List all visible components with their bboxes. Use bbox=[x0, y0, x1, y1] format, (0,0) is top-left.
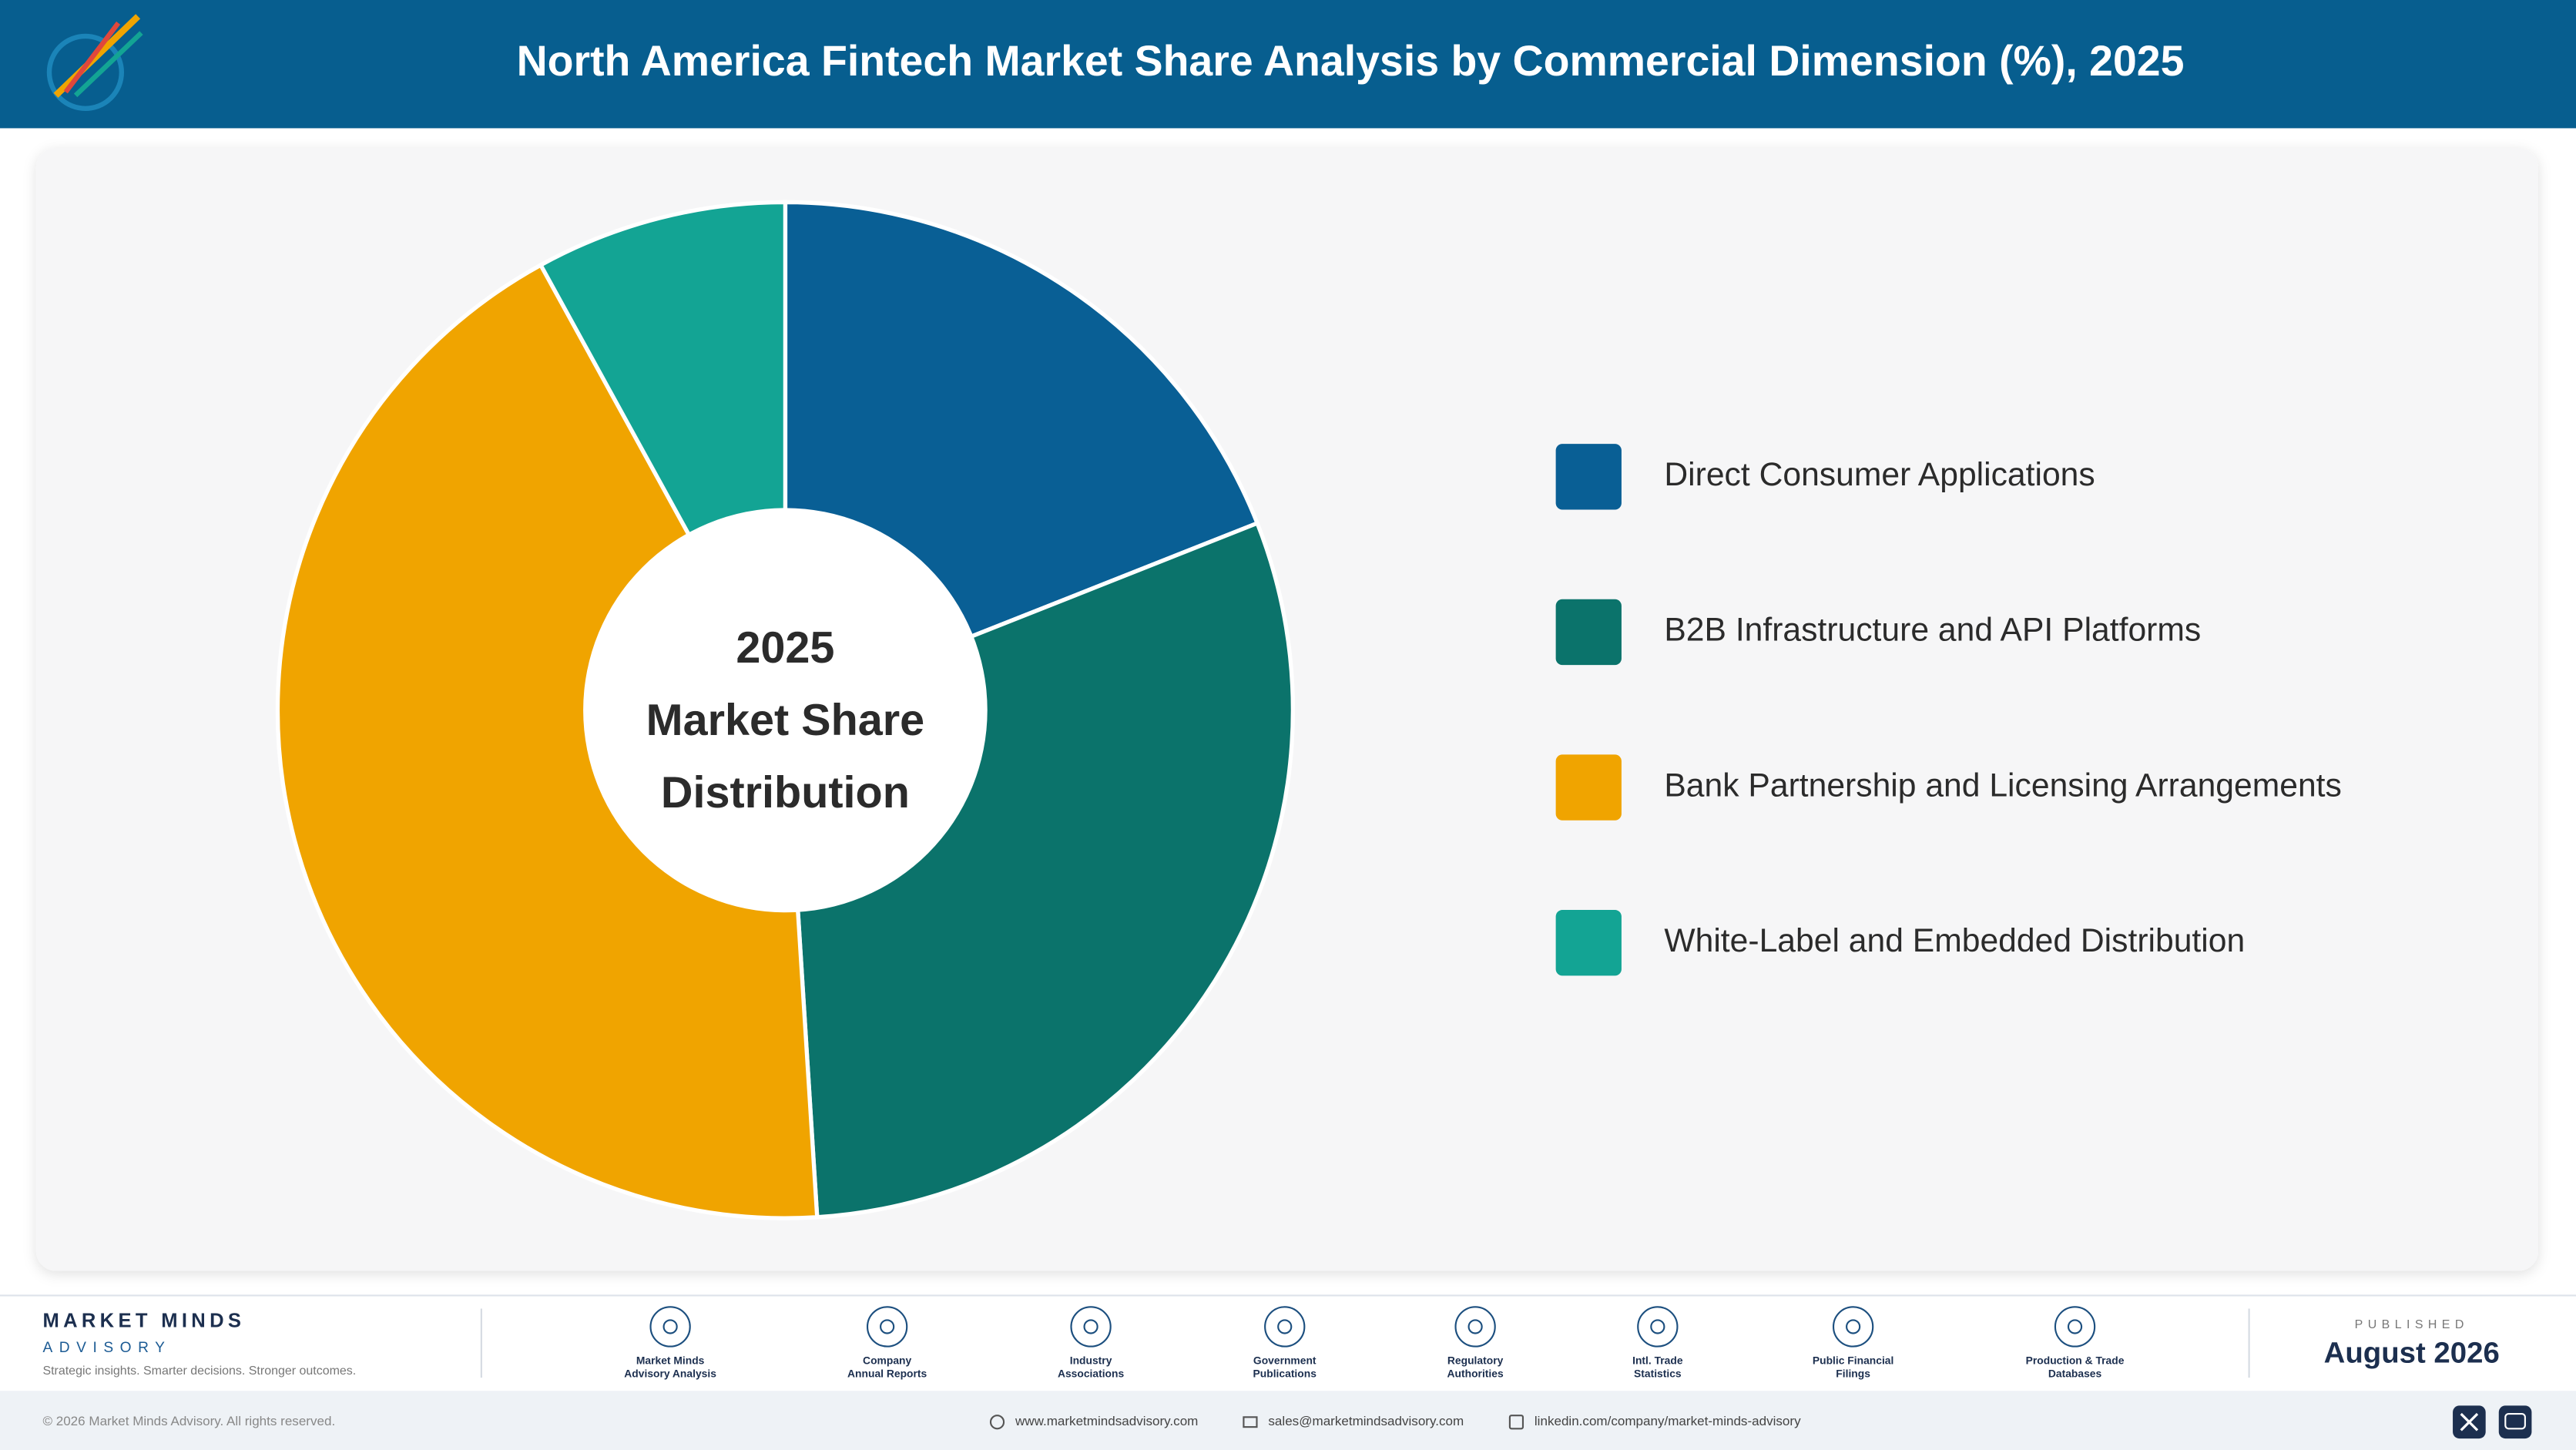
source-icon bbox=[1264, 1306, 1306, 1348]
source-label: Statistics bbox=[1634, 1367, 1682, 1379]
source-icon-glyph bbox=[2067, 1319, 2083, 1334]
legend-label: Direct Consumer Applications bbox=[1664, 456, 2095, 493]
source-label: Regulatory bbox=[1447, 1354, 1504, 1366]
source-icon bbox=[1637, 1306, 1679, 1348]
legend-label: Bank Partnership and Licensing Arrangeme… bbox=[1664, 767, 2342, 804]
source-label: Public Financial bbox=[1813, 1354, 1893, 1366]
source-icon-glyph bbox=[1083, 1319, 1098, 1334]
copyright: © 2026 Market Minds Advisory. All rights… bbox=[42, 1414, 335, 1428]
legend-label: B2B Infrastructure and API Platforms bbox=[1664, 612, 2201, 649]
center-label: Distribution bbox=[661, 768, 910, 817]
brand: MARKET MINDS bbox=[42, 1310, 245, 1331]
source-icon-glyph bbox=[662, 1319, 678, 1334]
link-icon bbox=[1243, 1416, 1258, 1428]
link[interactable]: www.marketmindsadvisory.com bbox=[1015, 1414, 1198, 1428]
published-date: August 2026 bbox=[2324, 1336, 2500, 1369]
link[interactable]: linkedin.com/company/market-minds-adviso… bbox=[1535, 1414, 1801, 1428]
source-label: Annual Reports bbox=[847, 1367, 927, 1379]
social-youtube[interactable] bbox=[2498, 1405, 2532, 1439]
source-icon-glyph bbox=[1277, 1319, 1293, 1334]
source-label: Authorities bbox=[1447, 1367, 1504, 1379]
legend-swatch bbox=[1555, 599, 1622, 666]
source-icon-glyph bbox=[1467, 1319, 1483, 1334]
brand-sub: ADVISORY bbox=[42, 1340, 171, 1356]
tagline: Strategic insights. Smarter decisions. S… bbox=[42, 1364, 356, 1378]
source-label: Industry bbox=[1070, 1354, 1112, 1366]
source-icon-glyph bbox=[1650, 1319, 1665, 1334]
source-label: Advisory Analysis bbox=[624, 1367, 716, 1379]
source-label: Associations bbox=[1058, 1367, 1125, 1379]
source-label: Intl. Trade bbox=[1632, 1354, 1683, 1366]
center-label: Market Share bbox=[646, 696, 925, 745]
source-icon-glyph bbox=[880, 1319, 895, 1334]
source-icon-glyph bbox=[1846, 1319, 1861, 1334]
source-icon bbox=[2054, 1306, 2096, 1348]
source-icon bbox=[1832, 1306, 1874, 1348]
link-icon bbox=[1508, 1415, 1524, 1430]
source-label: Publications bbox=[1253, 1367, 1317, 1379]
chart-title: North America Fintech Market Share Analy… bbox=[517, 37, 2185, 85]
center-label: 2025 bbox=[736, 623, 834, 673]
social-x-glyph bbox=[2460, 1412, 2479, 1432]
legend-swatch bbox=[1555, 754, 1622, 821]
legend-label: White-Label and Embedded Distribution bbox=[1664, 922, 2245, 959]
source-label: Filings bbox=[1836, 1367, 1870, 1379]
source-label: Government bbox=[1253, 1354, 1317, 1366]
social-youtube-glyph bbox=[2504, 1412, 2526, 1430]
source-label: Production & Trade bbox=[2026, 1354, 2125, 1366]
source-icon bbox=[1070, 1306, 1112, 1348]
legend-swatch bbox=[1555, 444, 1622, 510]
source-icon bbox=[1454, 1306, 1496, 1348]
source-label: Company bbox=[863, 1354, 911, 1366]
header-bar bbox=[0, 0, 2576, 129]
source-icon bbox=[649, 1306, 691, 1348]
donut-hole bbox=[583, 508, 988, 913]
source-label: Databases bbox=[2048, 1367, 2102, 1379]
legend-swatch bbox=[1555, 910, 1622, 976]
bottom-bar bbox=[0, 1391, 2576, 1450]
published-label: PUBLISHED bbox=[2355, 1318, 2469, 1331]
logo bbox=[46, 14, 143, 112]
link-icon bbox=[989, 1415, 1005, 1430]
slice bbox=[275, 262, 820, 1220]
source-label: Market Minds bbox=[636, 1354, 705, 1366]
link[interactable]: sales@marketmindsadvisory.com bbox=[1268, 1414, 1464, 1428]
source-icon bbox=[866, 1306, 908, 1348]
